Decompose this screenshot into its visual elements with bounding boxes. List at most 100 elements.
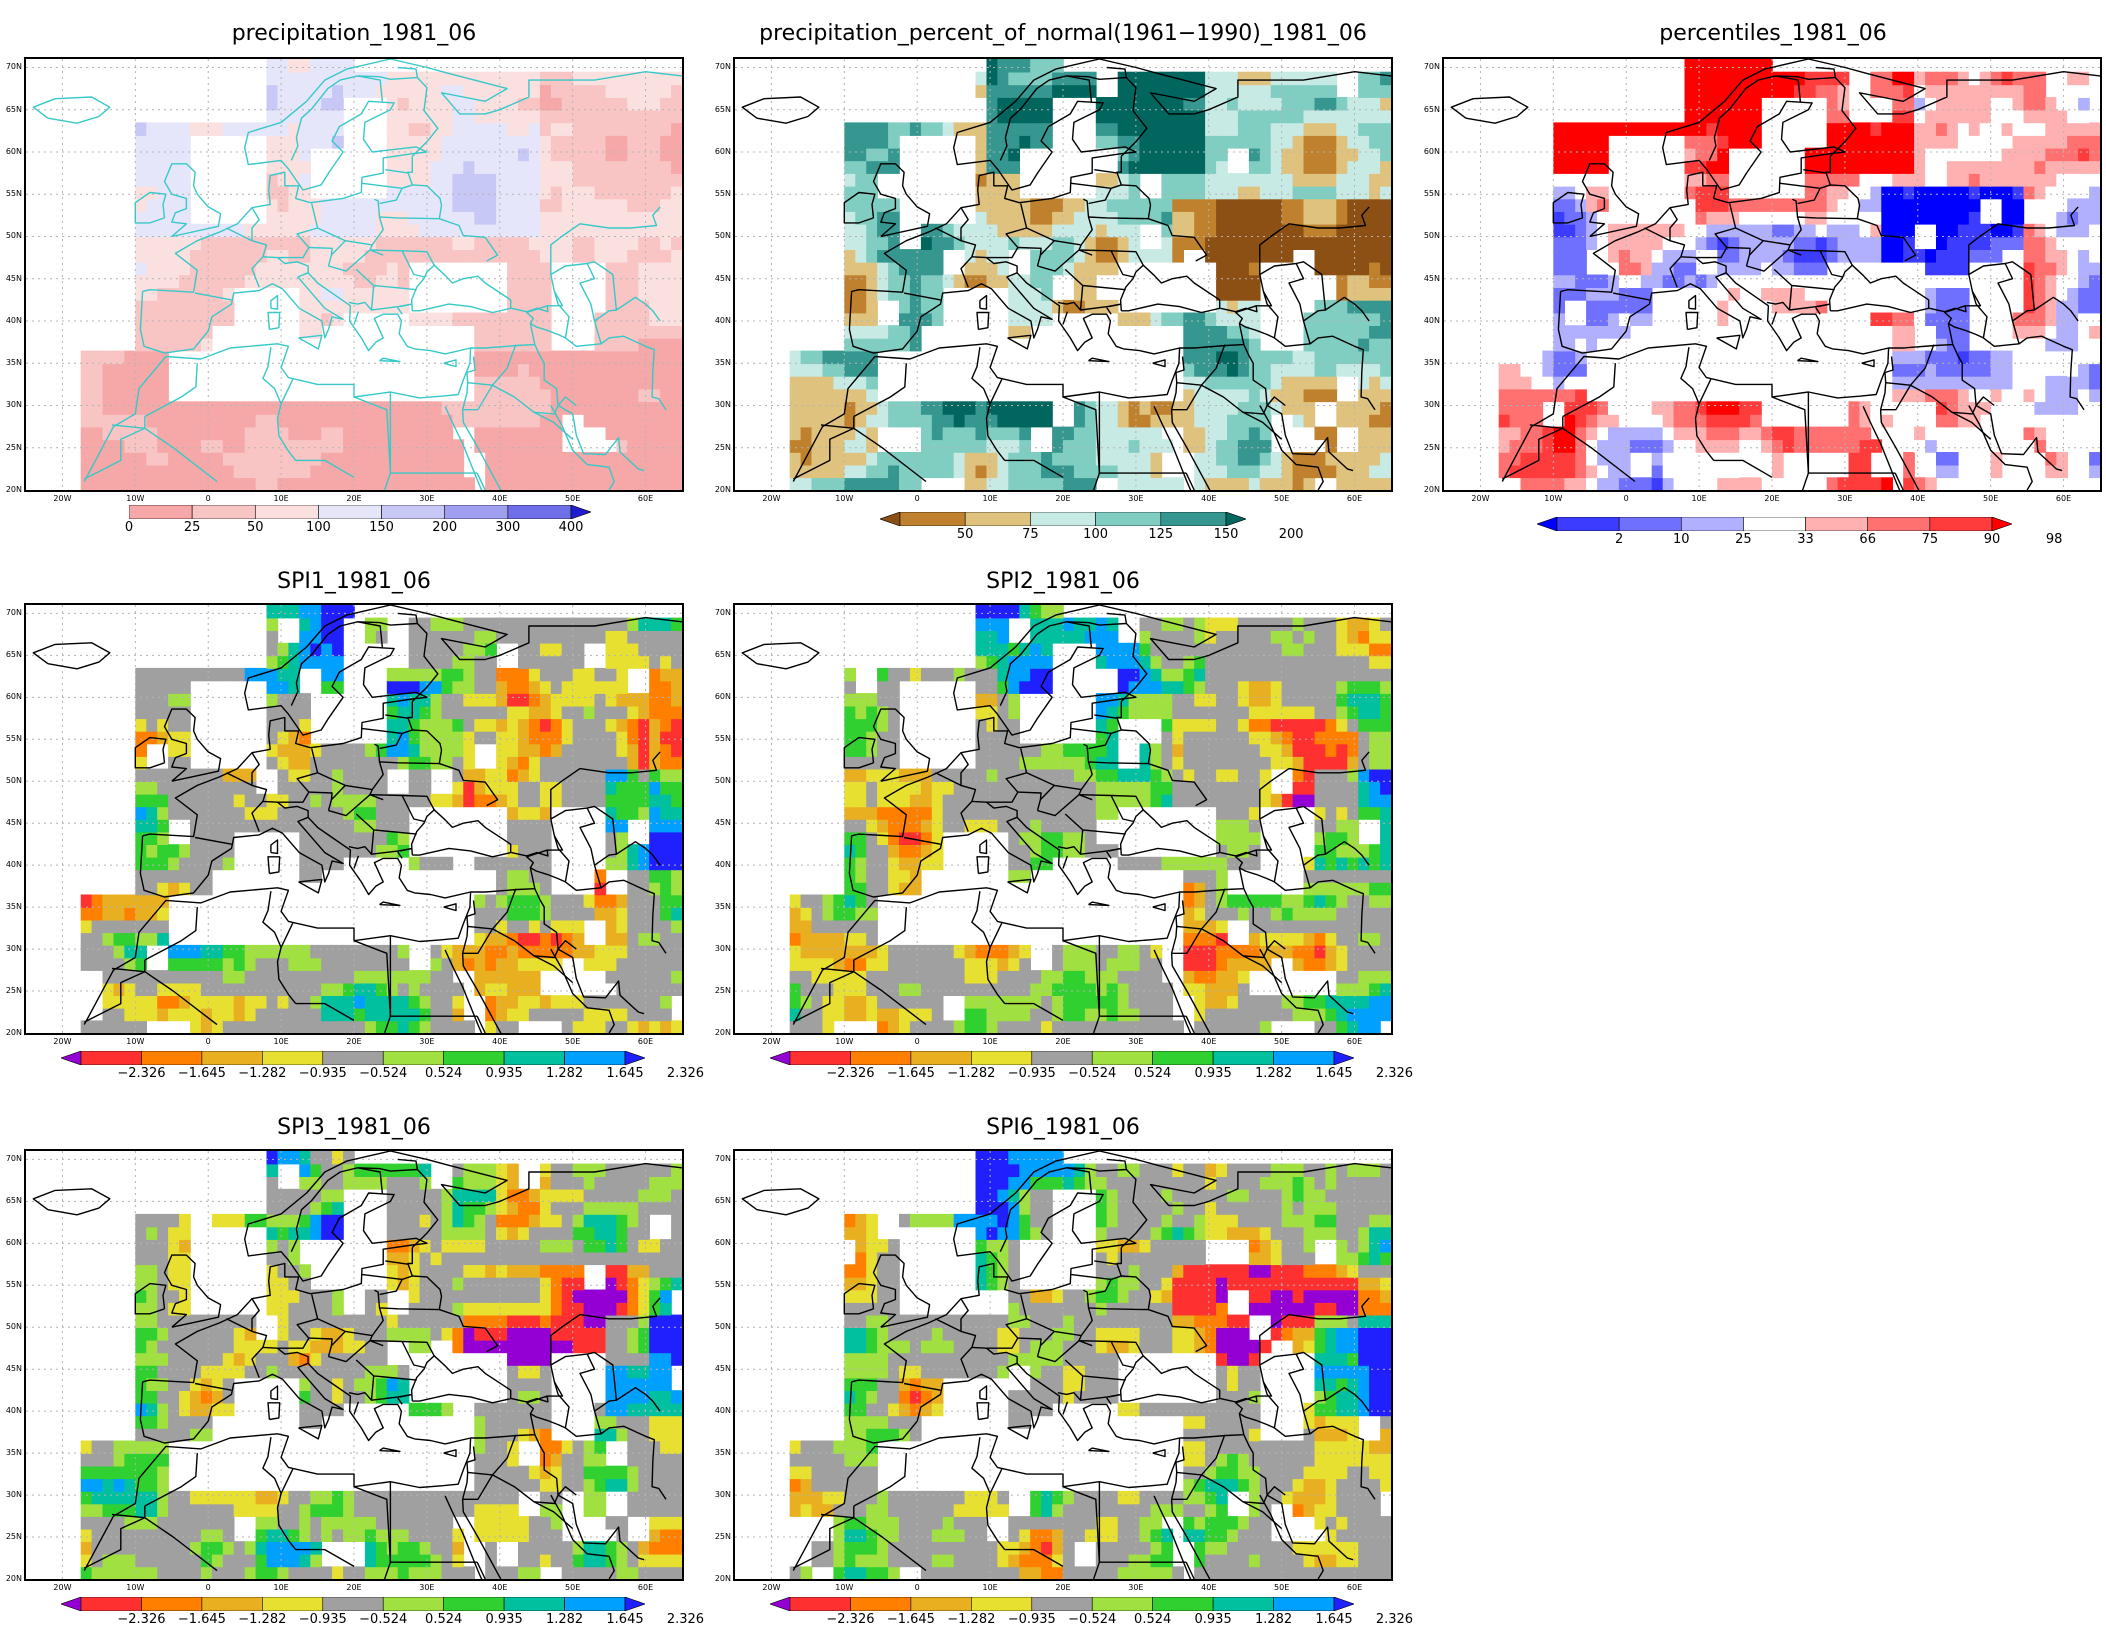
- lat-tick-label: 25N: [1420, 443, 1440, 452]
- colorbar-segment: [850, 1597, 910, 1611]
- colorbar-label: 100: [288, 520, 348, 535]
- lat-tick-label: 65N: [2, 1196, 22, 1205]
- lon-tick-label: 10W: [1538, 494, 1568, 503]
- colorbar-label: 75: [1900, 532, 1960, 547]
- colorbar-segment: [1274, 1051, 1334, 1065]
- lon-tick-label: 20W: [756, 1037, 786, 1046]
- lat-tick-label: 70N: [1420, 62, 1440, 71]
- colorbar-label: 0.524: [1123, 1066, 1183, 1081]
- lat-tick-label: 30N: [711, 400, 731, 409]
- lon-tick-label: 30E: [412, 494, 442, 503]
- lat-tick-label: 35N: [2, 902, 22, 911]
- colorbar-segment: [911, 1051, 971, 1065]
- lat-tick-label: 20N: [711, 1574, 731, 1583]
- colorbar-segment: [383, 1051, 443, 1065]
- lon-tick-label: 0: [193, 1583, 223, 1592]
- lat-tick-label: 25N: [711, 443, 731, 452]
- lat-tick-label: 25N: [711, 986, 731, 995]
- lat-tick-label: 50N: [711, 776, 731, 785]
- lon-tick-label: 0: [902, 1583, 932, 1592]
- colorbar: [61, 1597, 645, 1611]
- lat-tick-label: 55N: [711, 1280, 731, 1289]
- map-area: [24, 603, 684, 1035]
- colorbar: [1537, 517, 2012, 531]
- lon-tick-label: 20W: [756, 1583, 786, 1592]
- lon-tick-label: 40E: [485, 1037, 515, 1046]
- colorbar-segment: [1096, 512, 1161, 526]
- colorbar-segment: [141, 1051, 201, 1065]
- lon-tick-label: 60E: [631, 494, 661, 503]
- lon-tick-label: 10W: [829, 1583, 859, 1592]
- colorbar-segment: [192, 505, 255, 519]
- colorbar-segment: [504, 1051, 564, 1065]
- colorbar-segment: [790, 1051, 850, 1065]
- colorbar-label: 25: [162, 520, 222, 535]
- panel-title: SPI1_1981_06: [0, 562, 754, 602]
- lat-tick-label: 35N: [1420, 358, 1440, 367]
- panel-title: percentiles_1981_06: [1373, 14, 2106, 54]
- colorbar-label: 200: [1261, 527, 1321, 542]
- lat-tick-label: 35N: [711, 902, 731, 911]
- lat-tick-label: 25N: [711, 1532, 731, 1541]
- lat-tick-label: 70N: [2, 1154, 22, 1163]
- colorbar: [770, 1051, 1354, 1065]
- colorbar-label: 2.326: [655, 1066, 715, 1081]
- lon-tick-label: 20W: [756, 494, 786, 503]
- map-svg: [1444, 59, 2100, 490]
- lat-tick-label: 20N: [2, 1028, 22, 1037]
- lon-tick-label: 40E: [485, 494, 515, 503]
- lat-tick-label: 40N: [711, 316, 731, 325]
- lon-tick-label: 40E: [1194, 494, 1224, 503]
- colorbar-label: −2.326: [111, 1066, 171, 1081]
- colorbar-label: 400: [541, 520, 601, 535]
- lon-tick-label: 60E: [631, 1037, 661, 1046]
- colorbar-segment: [1153, 1597, 1213, 1611]
- lon-tick-label: 60E: [1340, 494, 1370, 503]
- lon-tick-label: 20E: [1757, 494, 1787, 503]
- map-area: [24, 1149, 684, 1581]
- colorbar-label: 1.645: [1304, 1066, 1364, 1081]
- colorbar-left-arrow: [770, 1597, 790, 1611]
- panel-title: SPI2_1981_06: [663, 562, 1463, 602]
- lon-tick-label: 20W: [47, 1583, 77, 1592]
- lat-tick-label: 45N: [711, 1364, 731, 1373]
- lon-tick-label: 10E: [266, 494, 296, 503]
- colorbar-segment: [383, 1597, 443, 1611]
- lon-tick-label: 0: [902, 1037, 932, 1046]
- lon-tick-label: 30E: [412, 1583, 442, 1592]
- colorbar-label: −0.935: [293, 1066, 353, 1081]
- lat-tick-label: 30N: [1420, 400, 1440, 409]
- colorbar-label: 150: [1196, 527, 1256, 542]
- colorbar-label: −1.282: [232, 1066, 292, 1081]
- lat-tick-label: 30N: [2, 1490, 22, 1499]
- colorbar-label: −1.645: [172, 1066, 232, 1081]
- colorbar-left-arrow: [880, 512, 900, 526]
- lon-tick-label: 40E: [1903, 494, 1933, 503]
- map-svg: [26, 59, 682, 490]
- colorbar-segment: [1681, 517, 1743, 531]
- colorbar-label: 0.935: [1183, 1066, 1243, 1081]
- lat-tick-label: 65N: [711, 105, 731, 114]
- colorbar-right-arrow: [1226, 512, 1246, 526]
- lat-tick-label: 40N: [1420, 316, 1440, 325]
- lat-tick-label: 70N: [2, 608, 22, 617]
- lon-tick-label: 50E: [1267, 1037, 1297, 1046]
- colorbar-segment: [202, 1597, 262, 1611]
- colorbar-label: 50: [225, 520, 285, 535]
- colorbar-label: −0.524: [353, 1066, 413, 1081]
- lat-tick-label: 45N: [711, 818, 731, 827]
- colorbar-segment: [262, 1051, 322, 1065]
- lon-tick-label: 20E: [339, 1583, 369, 1592]
- lat-tick-label: 20N: [2, 1574, 22, 1583]
- lon-tick-label: 60E: [1340, 1037, 1370, 1046]
- lat-tick-label: 70N: [711, 1154, 731, 1163]
- colorbar-label: 25: [1713, 532, 1773, 547]
- lat-tick-label: 70N: [711, 62, 731, 71]
- colorbar-segment: [444, 1597, 504, 1611]
- colorbar-segment: [1930, 517, 1992, 531]
- colorbar-segment: [1213, 1051, 1273, 1065]
- colorbar-label: 0: [99, 520, 159, 535]
- colorbar-segment: [81, 1597, 141, 1611]
- lat-tick-label: 50N: [711, 231, 731, 240]
- lon-tick-label: 30E: [412, 1037, 442, 1046]
